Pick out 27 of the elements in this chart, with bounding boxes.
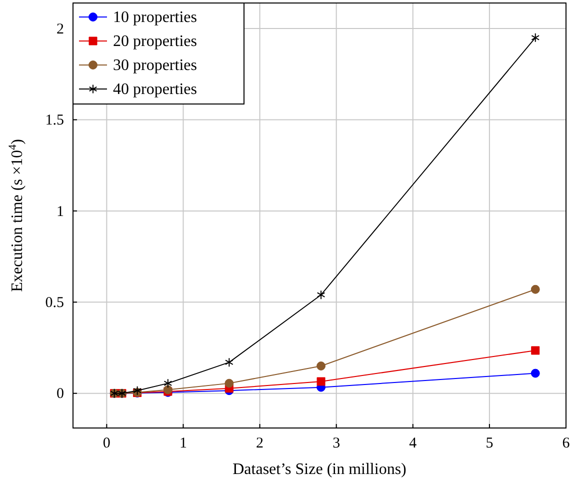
x-tick-label: 3 xyxy=(332,436,340,452)
point xyxy=(316,377,326,386)
legend-label: 30 properties xyxy=(113,57,197,74)
x-axis-title: Dataset’s Size (in millions) xyxy=(232,461,406,478)
point xyxy=(530,284,540,294)
legend-label: 40 properties xyxy=(113,81,197,98)
y-tick-label: 0.5 xyxy=(45,294,64,311)
point xyxy=(164,378,172,388)
x-tick-label: 6 xyxy=(562,436,570,452)
point xyxy=(530,368,540,378)
y-tick-label: 1.5 xyxy=(45,112,64,129)
point xyxy=(316,290,326,300)
x-tick-label: 5 xyxy=(486,436,494,452)
point xyxy=(316,362,326,370)
x-tick-label: 4 xyxy=(409,436,418,452)
legend-label: 10 properties xyxy=(113,9,197,26)
x-tick-label: 2 xyxy=(256,436,264,452)
y-tick-label: 2 xyxy=(56,21,64,38)
point xyxy=(531,346,540,355)
x-tick-label: 1 xyxy=(179,436,187,452)
y-tick-label: 0 xyxy=(56,386,64,402)
point xyxy=(224,378,234,388)
x-tick-label: 0 xyxy=(102,436,110,452)
y-tick-label: 1 xyxy=(56,204,64,220)
point xyxy=(531,32,540,42)
legend-label: 20 properties xyxy=(113,33,197,50)
point xyxy=(225,358,234,368)
